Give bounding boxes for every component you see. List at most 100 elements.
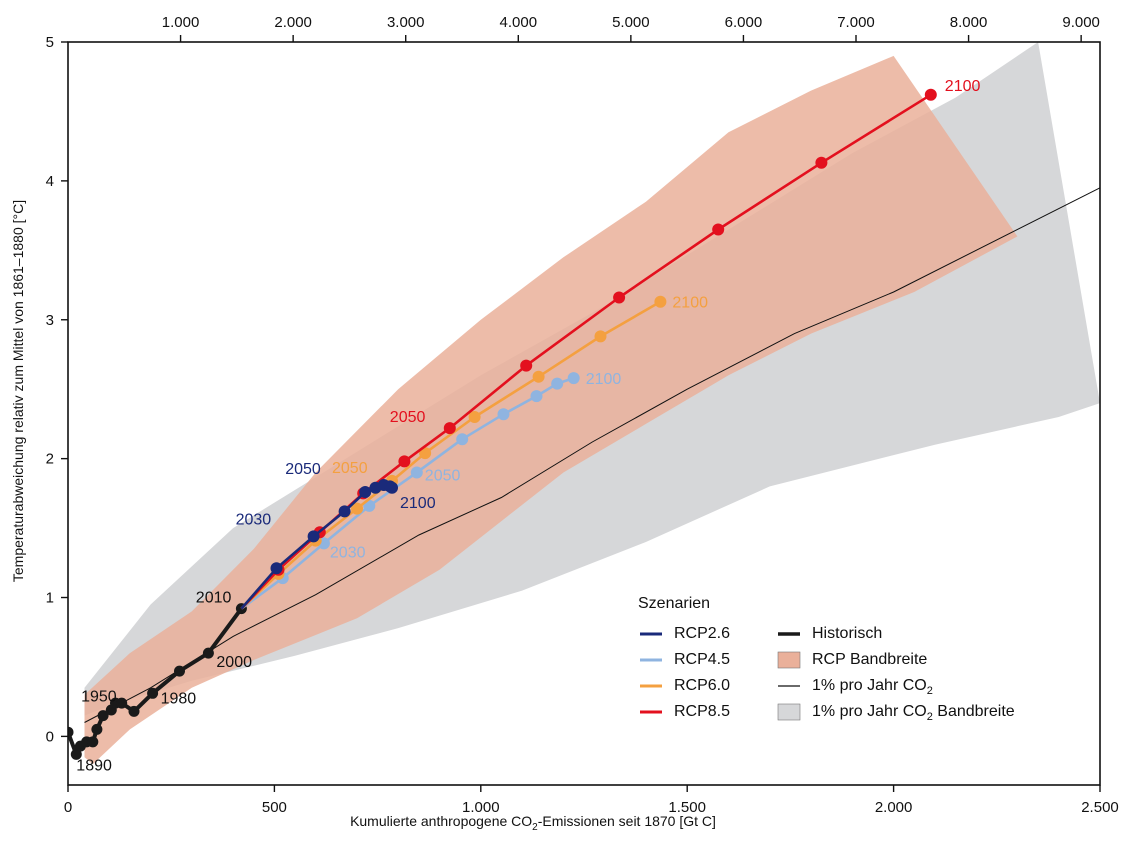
data-label-historisch: 1950 (81, 689, 117, 706)
chart-bands (84, 42, 1100, 765)
data-label-rcp4-5: 2100 (586, 371, 622, 388)
x-axis-title: Kumulierte anthropogene CO2-Emissionen s… (350, 813, 716, 833)
legend-item-7-label-tail: Bandbreite (933, 703, 1015, 720)
legend-item-7-swatch (777, 703, 801, 721)
data-point-rcp2-6 (359, 486, 372, 498)
legend-item-7-label-sub: 2 (927, 711, 933, 723)
legend-item-6-label-main: 1% pro Jahr CO (812, 677, 927, 694)
data-point-rcp6-0 (532, 370, 545, 383)
data-point-rcp2-6 (338, 505, 351, 518)
x-tick-label: 0 (64, 799, 72, 816)
x-axis-title-end: -Emissionen seit 1870 [Gt C] (538, 813, 716, 829)
data-point-historisch (87, 736, 99, 748)
data-point-rcp8-5 (520, 359, 533, 372)
data-point-historisch (174, 665, 185, 677)
chart-lines (68, 88, 1100, 760)
data-label-rcp6-0: 2050 (332, 460, 368, 477)
series-line-rcp4-5 (240, 376, 575, 610)
top-tick-label: 7.000 (837, 14, 875, 31)
data-point-historisch (91, 723, 103, 735)
legend-item-0-label: RCP2.6 (674, 625, 730, 642)
legend-item-0-label-main: RCP2.6 (674, 625, 730, 642)
y-tick-label: 5 (46, 34, 54, 51)
top-tick-label: 5.000 (612, 14, 650, 31)
x-tick-label: 2.500 (1081, 799, 1119, 816)
top-tick-label: 8.000 (950, 14, 988, 31)
top-tick-label: 3.000 (387, 14, 425, 31)
series-rcp8-5 (240, 88, 937, 610)
data-label-rcp2-6: 2050 (285, 461, 321, 478)
legend-item-2-label-main: RCP6.0 (674, 677, 730, 694)
x-tick-label: 500 (262, 799, 287, 816)
legend-item-4-label: Historisch (812, 625, 882, 642)
data-point-rcp4-5 (530, 390, 543, 403)
top-tick-label: 1.000 (162, 14, 200, 31)
legend: Szenarien RCP2.6 RCP4.5 RCP6.0 RCP8.5 Histori… (638, 595, 1015, 723)
data-point-historisch (116, 697, 128, 709)
data-point-rcp8-5 (398, 455, 411, 468)
top-tick-label: 2.000 (274, 14, 312, 31)
data-label-rcp2-6: 2100 (400, 495, 436, 512)
y-tick-label: 0 (46, 728, 54, 745)
data-label-rcp6-0: 2100 (672, 295, 708, 312)
y-tick-label: 1 (46, 590, 54, 607)
data-label-rcp4-5: 2050 (425, 468, 461, 485)
legend-item-6-label: 1% pro Jahr CO2 (812, 677, 933, 697)
data-label-historisch: 2000 (216, 654, 252, 671)
x-tick-label: 1.000 (462, 799, 500, 816)
legend-item-1-label-main: RCP4.5 (674, 651, 730, 668)
legend-item-3-label-main: RCP8.5 (674, 703, 730, 720)
axis-ticks: 0 500 1.000 1.500 2.000 2.500 0 1 2 3 4 5 1.000 2.000… (46, 14, 1119, 816)
data-point-rcp6-0 (351, 502, 363, 515)
x-tick-label: 1.500 (668, 799, 706, 816)
y-tick-label: 2 (46, 451, 54, 468)
legend-item-2-label: RCP6.0 (674, 677, 730, 694)
top-tick-label: 4.000 (500, 14, 538, 31)
data-label-rcp8-5: 2100 (945, 78, 981, 95)
rcp-band (84, 55, 1018, 765)
data-point-rcp8-5 (443, 422, 456, 435)
series-line-rcp6-0 (240, 300, 662, 610)
legend-title: Szenarien (638, 595, 710, 612)
data-point-rcp6-0 (654, 295, 667, 308)
legend-item-4-label-main: Historisch (812, 625, 882, 642)
data-point-historisch (128, 705, 140, 717)
data-point-rcp4-5 (551, 377, 564, 390)
data-label-historisch: 2010 (196, 590, 232, 607)
data-point-historisch (202, 647, 214, 659)
top-tick-label: 6.000 (725, 14, 763, 31)
data-point-rcp6-0 (468, 411, 481, 423)
data-point-historisch (68, 726, 74, 738)
legend-item-5-label: RCP Bandbreite (812, 651, 927, 668)
series-rcp2-6 (240, 479, 398, 610)
legend-item-3-label: RCP8.5 (674, 703, 730, 720)
y-tick-label: 3 (46, 312, 54, 329)
data-point-rcp8-5 (712, 223, 725, 236)
legend-item-7-label: 1% pro Jahr CO2 Bandbreite (812, 703, 1015, 723)
data-point-rcp4-5 (567, 372, 580, 385)
data-point-rcp2-6 (307, 530, 320, 543)
data-label-rcp8-5: 2050 (390, 409, 426, 426)
data-point-rcp6-0 (594, 330, 607, 343)
data-label-historisch: 1890 (76, 757, 112, 774)
data-point-historisch (147, 687, 159, 699)
data-point-rcp4-5 (363, 499, 376, 512)
data-point-rcp8-5 (924, 88, 937, 101)
series-historisch (68, 603, 247, 760)
data-point-rcp4-5 (456, 433, 469, 446)
legend-item-1-label: RCP4.5 (674, 651, 730, 668)
data-point-rcp8-5 (613, 291, 626, 304)
x-axis-title-sub: 2 (532, 822, 538, 833)
legend-item-5-label-main: RCP Bandbreite (812, 651, 927, 668)
data-point-rcp2-6 (386, 481, 398, 494)
legend-item-7-label-main: 1% pro Jahr CO (812, 703, 927, 720)
data-point-rcp6-0 (419, 447, 432, 460)
data-label-rcp2-6: 2030 (236, 511, 272, 528)
y-axis-title: Temperaturabweichung relativ zum Mittel … (10, 200, 26, 582)
data-point-rcp2-6 (270, 562, 283, 575)
y-tick-label: 4 (46, 173, 54, 190)
x-tick-label: 2.000 (875, 799, 913, 816)
plot-frame (67, 41, 1101, 786)
top-tick-label: 9.000 (1062, 14, 1100, 31)
data-point-rcp8-5 (815, 156, 828, 169)
